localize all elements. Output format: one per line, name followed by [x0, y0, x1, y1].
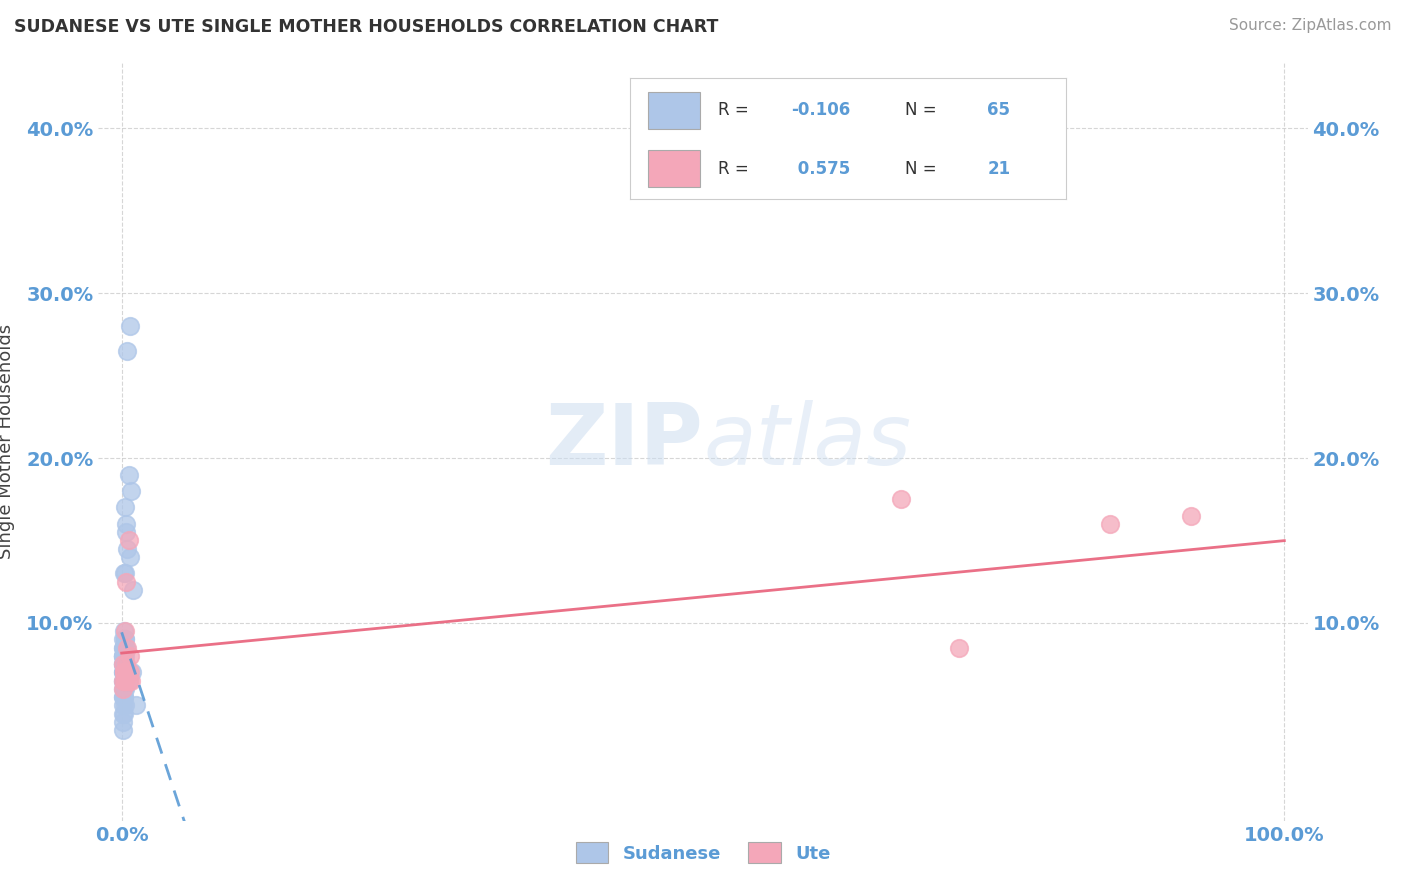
- Point: [115, 657, 138, 671]
- Point: [112, 665, 135, 680]
- Point: [117, 343, 139, 358]
- Point: [112, 665, 135, 680]
- Point: [111, 698, 134, 713]
- Point: [111, 657, 134, 671]
- Point: [117, 640, 139, 655]
- Point: [114, 632, 136, 647]
- Point: [114, 632, 136, 647]
- Point: [111, 648, 134, 663]
- Point: [111, 648, 134, 663]
- Point: [115, 640, 138, 655]
- Point: [111, 665, 134, 680]
- Point: [112, 673, 135, 688]
- Legend: Sudanese, Ute: Sudanese, Ute: [567, 833, 839, 872]
- Point: [111, 673, 134, 688]
- Point: [111, 714, 134, 729]
- Point: [112, 665, 135, 680]
- Point: [112, 706, 135, 721]
- Point: [115, 525, 138, 540]
- Point: [112, 648, 135, 663]
- Point: [111, 673, 134, 688]
- Point: [120, 673, 142, 688]
- Point: [890, 492, 912, 507]
- Point: [111, 665, 134, 680]
- Point: [111, 723, 134, 737]
- Point: [114, 500, 136, 515]
- Point: [112, 665, 135, 680]
- Point: [111, 657, 134, 671]
- Point: [112, 648, 135, 663]
- Point: [114, 657, 136, 671]
- Point: [114, 673, 136, 688]
- Point: [118, 319, 141, 334]
- Point: [112, 640, 135, 655]
- Point: [114, 624, 136, 639]
- Point: [111, 657, 134, 671]
- Point: [111, 640, 134, 655]
- Point: [112, 673, 135, 688]
- Point: [111, 648, 134, 663]
- Point: [114, 657, 136, 671]
- Point: [112, 640, 135, 655]
- Point: [112, 690, 135, 704]
- Point: [1180, 508, 1202, 523]
- Point: [948, 640, 970, 655]
- Point: [118, 549, 141, 564]
- Point: [118, 533, 141, 548]
- Point: [111, 681, 134, 696]
- Point: [112, 673, 135, 688]
- Point: [114, 566, 136, 581]
- Point: [111, 657, 134, 671]
- Point: [112, 566, 135, 581]
- Point: [114, 673, 136, 688]
- Text: SUDANESE VS UTE SINGLE MOTHER HOUSEHOLDS CORRELATION CHART: SUDANESE VS UTE SINGLE MOTHER HOUSEHOLDS…: [14, 18, 718, 36]
- Point: [111, 632, 134, 647]
- Point: [112, 665, 135, 680]
- Point: [114, 648, 136, 663]
- Point: [118, 665, 141, 680]
- Point: [111, 640, 134, 655]
- Point: [118, 648, 141, 663]
- Point: [115, 516, 138, 531]
- Point: [112, 690, 135, 704]
- Point: [114, 681, 136, 696]
- Point: [115, 574, 138, 589]
- Point: [118, 467, 141, 482]
- Text: atlas: atlas: [703, 400, 911, 483]
- Text: ZIP: ZIP: [546, 400, 703, 483]
- Point: [124, 698, 146, 713]
- Point: [120, 483, 142, 498]
- Point: [111, 648, 134, 663]
- Point: [112, 665, 135, 680]
- Point: [111, 690, 134, 704]
- Point: [118, 673, 141, 688]
- Point: [111, 681, 134, 696]
- Point: [118, 673, 141, 688]
- Y-axis label: Single Mother Households: Single Mother Households: [0, 324, 15, 559]
- Point: [111, 690, 134, 704]
- Point: [121, 665, 143, 680]
- Point: [117, 665, 139, 680]
- Point: [112, 673, 135, 688]
- Point: [111, 673, 134, 688]
- Point: [114, 665, 136, 680]
- Point: [112, 624, 135, 639]
- Point: [112, 665, 135, 680]
- Point: [114, 657, 136, 671]
- Point: [112, 681, 135, 696]
- Point: [1098, 516, 1121, 531]
- Text: Source: ZipAtlas.com: Source: ZipAtlas.com: [1229, 18, 1392, 33]
- Point: [122, 582, 145, 597]
- Point: [117, 541, 139, 556]
- Point: [111, 706, 134, 721]
- Point: [114, 698, 136, 713]
- Point: [114, 657, 136, 671]
